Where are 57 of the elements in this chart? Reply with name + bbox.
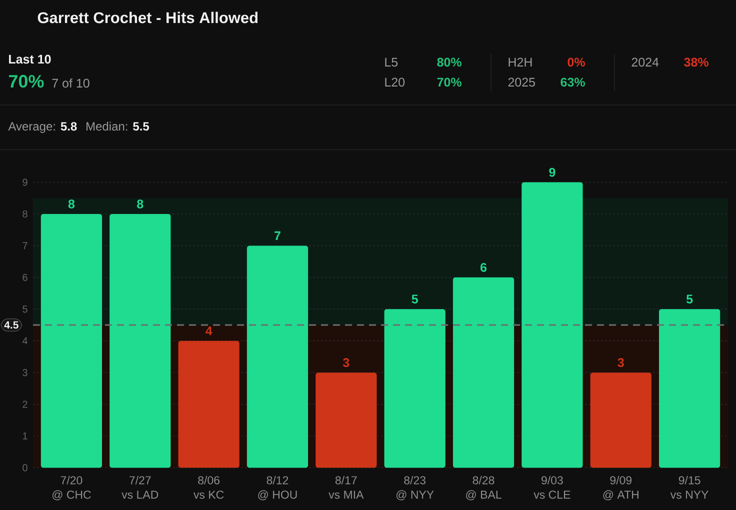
y-tick-label: 3 [22,369,28,376]
category-label: 2024 [632,58,659,67]
x-tick-label: 9/09 @ ATH [603,476,638,500]
y-tick-label: 0 [22,464,28,472]
x-tick-label: 7/20 @ CHC [52,476,91,500]
ref-line-label: 4.5 [4,321,18,329]
data-label: 70% [437,78,462,87]
data-label: 5 [412,294,418,304]
data-label: 5 [686,294,693,304]
chart-title: Garrett Crochet - Hits Allowed [38,12,258,24]
x-tick-label: 8/17 vs MIA [328,476,364,499]
bar [316,372,377,468]
bar [522,182,583,468]
data-label: 0% [568,58,585,67]
y-tick-label: 2 [22,400,28,408]
text: Median: 5.5 [86,122,150,131]
y-tick-label: 7 [22,242,28,250]
x-tick-label: 8/06 vs KC [194,476,224,499]
x-tick-label: 8/28 @ BAL [466,476,502,500]
bar [40,214,102,468]
y-tick-label: 8 [22,210,28,218]
y-tick-label: 5 [22,306,28,313]
text: Average: 5.8 [8,122,77,133]
category-label: L5 [385,58,398,67]
data-label: 8 [68,200,75,208]
bar [384,309,446,468]
y-tick-label: 1 [23,432,28,440]
x-tick-label: 8/23 @ NYY [396,476,434,500]
bar [452,277,514,468]
x-tick-label: 7/27 vs LAD [122,476,158,499]
y-tick-label: 6 [22,274,28,281]
data-label: 6 [480,263,487,272]
bar [178,340,240,468]
y-tick-label: 9 [22,178,28,186]
category-label: H2H [508,58,532,66]
bar [590,372,652,468]
category-label: L20 [385,78,405,87]
bar [658,309,720,468]
text: 7 of 10 [52,78,90,88]
data-label: 9 [549,168,556,177]
bar [110,214,171,468]
bar [246,246,308,468]
data-label: 8 [137,200,144,208]
data-label: 3 [618,358,624,367]
data-label: 4 [206,326,212,336]
data-label: 38% [684,58,708,67]
x-tick-label: 9/15 vs NYY [670,476,708,499]
x-tick-label: 8/12 @ HOU [258,476,297,500]
data-label: 80% [437,58,462,67]
x-tick-label: 9/03 vs CLE [534,476,570,499]
data-label: 70% [8,74,44,88]
category-label: 2025 [508,78,535,87]
data-label: 63% [560,78,585,87]
y-tick-label: 4 [22,337,28,344]
data-label: 3 [342,358,350,367]
data-label: 7 [274,231,280,240]
category-label: Last 10 [9,54,51,64]
